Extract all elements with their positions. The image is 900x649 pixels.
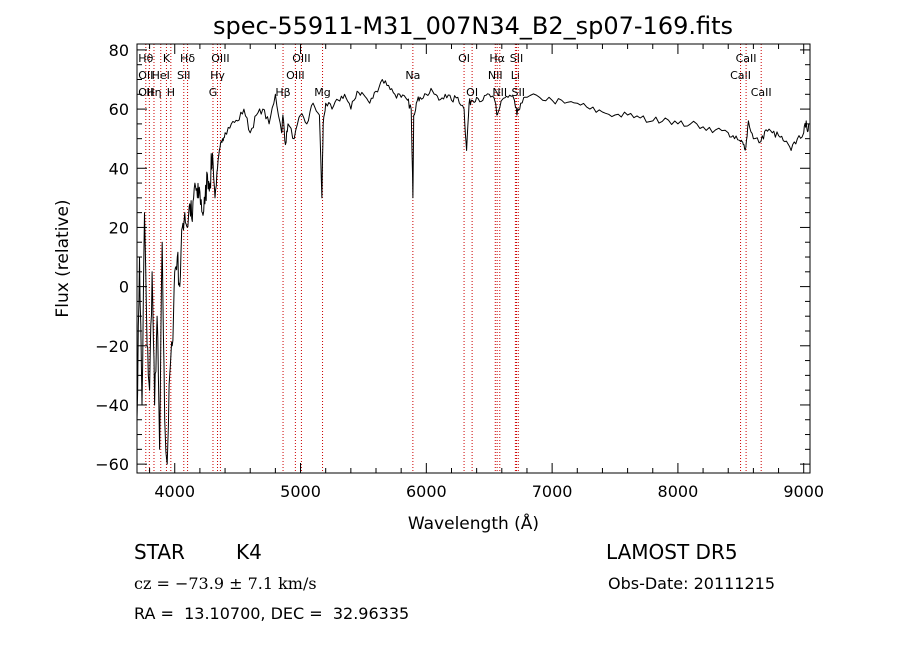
spectral-line-label: CaII bbox=[730, 69, 751, 82]
spectral-line-label: OII bbox=[138, 69, 153, 82]
x-tick-label: 8000 bbox=[658, 482, 699, 501]
object-subclass: K4 bbox=[236, 540, 262, 564]
spectrum-line bbox=[136, 79, 810, 465]
spectral-line-label: Hγ bbox=[210, 69, 225, 82]
spectral-line-label: Hα bbox=[489, 52, 505, 65]
x-axis-label: Wavelength (Å) bbox=[408, 512, 539, 534]
x-tick-label: 7000 bbox=[532, 482, 573, 501]
spectral-line-label: OI bbox=[458, 52, 470, 65]
x-tick-label: 9000 bbox=[783, 482, 824, 501]
spectral-line-label: OIII bbox=[292, 52, 310, 65]
spectral-line-label: OIII bbox=[286, 69, 304, 82]
spectral-line-label: CaII bbox=[736, 52, 757, 65]
redshift-velocity: cz = −73.9 ± 7.1 km/s bbox=[134, 574, 317, 593]
y-tick-label: −20 bbox=[95, 337, 129, 356]
chart-title: spec-55911-M31_007N34_B2_sp07-169.fits bbox=[213, 12, 733, 40]
spectral-line-label: Hη bbox=[146, 86, 161, 99]
spectral-line-label: H bbox=[167, 86, 175, 99]
observation-date: Obs-Date: 20111215 bbox=[608, 574, 776, 593]
y-tick-label: 0 bbox=[119, 278, 129, 297]
spectral-line-label: HeI bbox=[152, 69, 170, 82]
spectral-line-label: SII bbox=[512, 86, 525, 99]
y-tick-label: 20 bbox=[109, 218, 129, 237]
spectral-line-label: OI bbox=[466, 86, 478, 99]
spectral-line-label: Li bbox=[511, 69, 520, 82]
x-tick-label: 6000 bbox=[406, 482, 447, 501]
y-axis-label: Flux (relative) bbox=[53, 199, 73, 317]
y-tick-label: 80 bbox=[109, 41, 129, 60]
axis-ticks: 4000 5000 6000 7000 8000 9000 −60 −40 −20 0 20 40 60… bbox=[95, 41, 824, 501]
spectral-line-label: Hβ bbox=[275, 86, 290, 99]
spectral-line-label: Hδ bbox=[180, 52, 195, 65]
spectral-line-label: SII bbox=[177, 69, 190, 82]
spectral-line-label: NII bbox=[492, 86, 507, 99]
spectral-line-label: OIII bbox=[211, 52, 229, 65]
y-tick-label: −40 bbox=[95, 396, 129, 415]
ra-dec-coordinates: RA = 13.10700, DEC = 32.96335 bbox=[134, 604, 410, 623]
x-tick-label: 4000 bbox=[154, 482, 195, 501]
spectral-line-label: G bbox=[209, 86, 218, 99]
x-tick-label: 5000 bbox=[280, 482, 321, 501]
survey-name: LAMOST DR5 bbox=[606, 540, 738, 564]
spectrum-series bbox=[136, 79, 810, 465]
spectral-line-label: NII bbox=[488, 69, 503, 82]
spectral-line-label: Mg bbox=[314, 86, 330, 99]
spectral-line-label: Na bbox=[405, 69, 420, 82]
plot-frame bbox=[136, 43, 811, 474]
spectral-line-markers: HθOIIOIIHηHeIKHSIIHδGHγOIIIHβOIIIOIIIMgN… bbox=[138, 44, 772, 473]
spectral-line-label: Hθ bbox=[138, 52, 153, 65]
object-class: STAR bbox=[134, 540, 185, 564]
spectral-line-label: SII bbox=[510, 52, 523, 65]
y-tick-label: 40 bbox=[109, 159, 129, 178]
y-tick-label: −60 bbox=[95, 455, 129, 474]
spectral-line-label: CaII bbox=[751, 86, 772, 99]
y-tick-label: 60 bbox=[109, 100, 129, 119]
spectral-line-label: K bbox=[163, 52, 171, 65]
